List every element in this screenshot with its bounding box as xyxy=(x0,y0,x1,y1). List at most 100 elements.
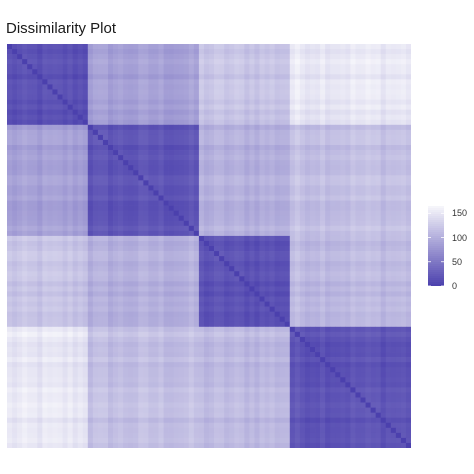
heatmap-cell xyxy=(92,286,99,292)
heatmap-cell xyxy=(92,165,99,171)
heatmap-cell xyxy=(370,79,376,85)
heatmap-cell xyxy=(244,251,250,257)
heatmap-cell xyxy=(330,165,336,171)
heatmap-cell xyxy=(173,235,180,242)
heatmap-cell xyxy=(370,230,376,237)
heatmap-cell xyxy=(299,64,306,70)
heatmap-cell xyxy=(22,281,28,287)
heatmap-cell xyxy=(123,84,129,90)
heatmap-cell xyxy=(279,104,286,110)
heatmap-cell xyxy=(92,69,99,75)
heatmap-cell xyxy=(310,160,316,166)
heatmap-cell xyxy=(37,235,43,242)
heatmap-cell xyxy=(32,326,38,333)
heatmap-cell xyxy=(360,251,366,257)
heatmap-cell xyxy=(168,347,174,353)
heatmap-cell xyxy=(400,215,407,222)
heatmap-cell xyxy=(178,54,185,60)
heatmap-cell xyxy=(12,79,18,85)
heatmap-cell xyxy=(345,266,351,272)
heatmap-cell xyxy=(198,256,205,262)
heatmap-cell xyxy=(153,225,159,232)
heatmap-cell xyxy=(380,306,387,312)
heatmap-cell xyxy=(52,240,58,247)
heatmap-cell xyxy=(254,230,260,237)
heatmap-cell xyxy=(92,59,99,65)
heatmap-cell xyxy=(143,230,149,237)
heatmap-cell xyxy=(27,251,33,257)
heatmap-cell xyxy=(87,165,94,171)
heatmap-cell xyxy=(168,235,174,242)
heatmap-cell xyxy=(249,215,255,222)
heatmap-cell xyxy=(123,190,129,196)
heatmap-cell xyxy=(47,301,53,307)
heatmap-cell xyxy=(310,109,316,116)
heatmap-cell xyxy=(365,316,371,323)
heatmap-cell xyxy=(370,256,376,262)
heatmap-cell xyxy=(395,54,402,60)
heatmap-cell xyxy=(118,230,124,237)
heatmap-cell xyxy=(178,150,185,156)
heatmap-cell xyxy=(350,155,356,161)
heatmap-cell xyxy=(209,175,215,181)
heatmap-cell xyxy=(27,180,33,186)
heatmap-cell xyxy=(193,306,200,312)
heatmap-cell xyxy=(375,44,382,50)
heatmap-cell xyxy=(153,185,159,191)
heatmap-cell xyxy=(168,336,174,343)
heatmap-cell xyxy=(67,44,73,50)
heatmap-cell xyxy=(385,170,392,176)
heatmap-cell xyxy=(47,114,53,121)
heatmap-cell xyxy=(193,155,200,161)
heatmap-cell xyxy=(294,230,301,237)
heatmap-cell xyxy=(87,246,94,252)
heatmap-cell xyxy=(27,64,33,70)
heatmap-cell xyxy=(294,109,301,116)
heatmap-cell xyxy=(148,99,154,105)
heatmap-cell xyxy=(299,190,306,196)
heatmap-cell xyxy=(350,175,356,181)
heatmap-cell xyxy=(320,150,326,156)
heatmap-cell xyxy=(390,306,397,312)
heatmap-cell xyxy=(158,296,164,302)
heatmap-cell xyxy=(350,256,356,262)
heatmap-cell xyxy=(138,336,144,343)
heatmap-cell xyxy=(340,129,346,136)
heatmap-cell xyxy=(209,215,215,222)
heatmap-cell xyxy=(32,251,38,257)
heatmap-cell xyxy=(17,220,23,227)
heatmap-cell xyxy=(209,235,215,242)
heatmap-cell xyxy=(32,79,38,85)
heatmap-cell xyxy=(158,281,164,287)
heatmap-cell xyxy=(37,266,43,272)
heatmap-cell xyxy=(32,114,38,121)
heatmap-cell xyxy=(320,74,326,80)
heatmap-cell xyxy=(77,145,84,151)
heatmap-cell xyxy=(143,155,149,161)
heatmap-cell xyxy=(269,220,275,227)
heatmap-cell xyxy=(97,347,104,353)
heatmap-cell xyxy=(294,119,301,126)
heatmap-cell xyxy=(370,180,376,186)
heatmap-cell xyxy=(128,220,134,227)
heatmap-cell xyxy=(118,220,124,227)
heatmap-cell xyxy=(128,205,134,211)
heatmap-cell xyxy=(92,281,99,287)
heatmap-cell xyxy=(143,306,149,312)
heatmap-cell xyxy=(375,54,382,60)
heatmap-cell xyxy=(203,170,210,176)
heatmap-cell xyxy=(42,286,48,292)
heatmap-cell xyxy=(153,311,159,318)
heatmap-cell xyxy=(188,336,195,343)
heatmap-cell xyxy=(52,296,58,302)
heatmap-cell xyxy=(340,165,346,171)
heatmap-cell xyxy=(219,190,225,196)
heatmap-cell xyxy=(97,195,104,201)
heatmap-cell xyxy=(92,145,99,151)
heatmap-cell xyxy=(12,74,18,80)
heatmap-cell xyxy=(405,119,411,126)
heatmap-cell xyxy=(209,170,215,176)
heatmap-cell xyxy=(168,54,174,60)
heatmap-cell xyxy=(340,266,346,272)
heatmap-cell xyxy=(320,336,326,343)
